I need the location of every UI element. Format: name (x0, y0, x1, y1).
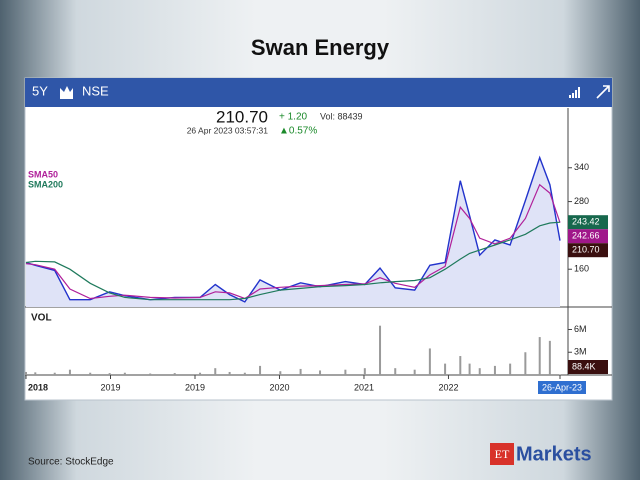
volume-bar (319, 370, 322, 375)
legend-entry: SMA50 (28, 169, 58, 179)
volume-bar (493, 365, 496, 375)
volume-bar (25, 371, 27, 375)
logo-name: Markets (516, 443, 592, 465)
sma-line (25, 183, 561, 300)
volume-bar (214, 368, 217, 375)
volume-bar (68, 369, 71, 375)
quote-volume: Vol: 88439 (320, 111, 363, 121)
volume-bar (379, 325, 382, 375)
volume-bar (123, 372, 126, 375)
last-value-label: 242.66 (572, 231, 600, 241)
volume-bar (509, 363, 512, 375)
volume-bar (394, 368, 397, 375)
volume-title: VOL (31, 313, 52, 324)
volume-bar (538, 337, 541, 375)
quote-change: + 1.20 (279, 112, 308, 123)
volume-bar (428, 348, 431, 375)
last-value-badge (568, 229, 608, 244)
volume-bar (34, 372, 37, 375)
volume-bar (199, 372, 202, 375)
price-area (26, 157, 560, 307)
page-title: Swan Energy (251, 35, 390, 60)
x-tick-label: 2021 (354, 382, 374, 392)
volume-y-tick-label: 3M (574, 347, 587, 357)
last-value-label: 210.70 (572, 245, 600, 255)
sma-line (25, 221, 561, 301)
volume-bar (228, 371, 231, 375)
volume-bar (279, 371, 282, 375)
x-tick-label: 2022 (438, 382, 458, 392)
exchange-button[interactable]: NSE (82, 83, 109, 98)
volume-bar (459, 356, 462, 375)
volume-bar (299, 368, 302, 375)
quote-timestamp: 26 Apr 2023 03:57:31 (187, 125, 269, 135)
quote-price: 210.70 (216, 107, 268, 126)
last-value-badge (568, 243, 608, 258)
y-tick-label: 280 (574, 196, 589, 206)
volume-bar (89, 372, 92, 375)
volume-last-label: 88.4K (572, 361, 596, 371)
logo-prefix: ET (495, 447, 510, 461)
volume-bar (548, 340, 551, 375)
x-tick-label: 2019 (185, 382, 205, 392)
indicator-icon[interactable] (569, 87, 580, 98)
volume-bar (363, 368, 366, 375)
y-tick-label: 340 (574, 162, 589, 172)
expand-icon[interactable] (596, 85, 610, 99)
volume-bar (108, 373, 111, 375)
volume-bar (259, 365, 262, 375)
x-tick-label: 26-Apr-23 (542, 382, 582, 392)
period-button[interactable]: 5Y (32, 83, 48, 98)
volume-last-badge (568, 360, 608, 374)
volume-y-tick-label: 6M (574, 324, 587, 334)
y-tick-label: 160 (574, 264, 589, 274)
volume-bar (413, 369, 416, 375)
volume-bar (53, 372, 56, 375)
volume-bar (149, 373, 152, 375)
legend-entry: SMA200 (28, 179, 63, 189)
x-cursor-badge (538, 381, 586, 394)
toolbar (25, 78, 612, 107)
volume-bar (344, 369, 347, 375)
volume-bar (468, 363, 471, 375)
quote-change-pct: ▲0.57% (279, 126, 317, 137)
last-value-label: 243.42 (572, 217, 600, 227)
volume-bar (444, 363, 447, 375)
x-tick-label: 2020 (269, 382, 289, 392)
volume-bar (478, 368, 481, 375)
volume-bar (243, 372, 246, 375)
volume-bar (559, 374, 561, 375)
last-value-badge (568, 215, 608, 230)
logo-badge (490, 443, 514, 465)
chart-type-icon[interactable] (60, 86, 73, 99)
x-tick-label: 2018 (28, 382, 48, 392)
volume-bar (173, 373, 176, 375)
x-tick-label: 2019 (100, 382, 120, 392)
source-note: Source: StockEdge (28, 457, 114, 468)
volume-bar (524, 352, 527, 375)
